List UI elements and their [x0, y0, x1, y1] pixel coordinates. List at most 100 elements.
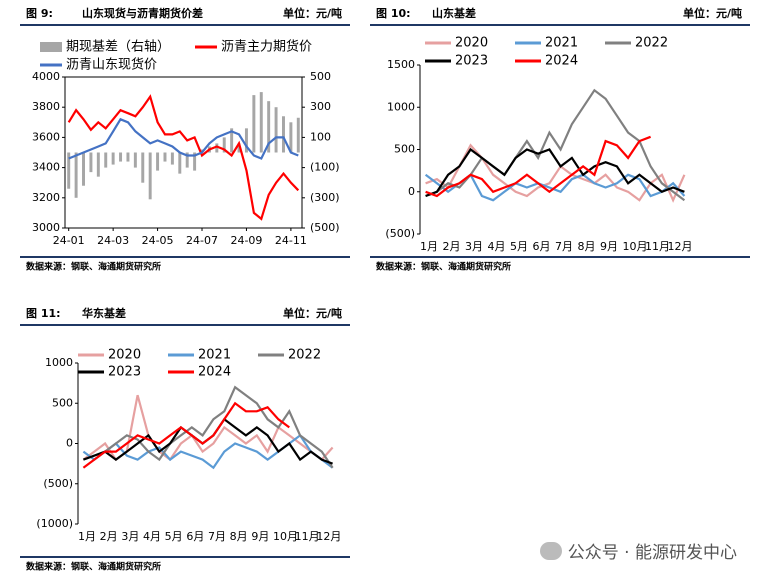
y-tick-label: 500 — [52, 396, 73, 409]
y-tick-label: (500) — [43, 477, 73, 490]
bar — [163, 152, 167, 162]
source-note: 数据来源：钢联、海通期货研究所 — [376, 261, 511, 273]
figure-title: 山东现货与沥青期货价差 — [82, 6, 203, 20]
x-tick-label: 6月 — [186, 530, 204, 543]
bar — [267, 101, 271, 153]
y-tick-label: 1000 — [387, 100, 415, 113]
bar — [141, 152, 145, 183]
x-tick-label: 9月 — [600, 240, 618, 253]
bar — [178, 152, 182, 174]
bar — [82, 152, 85, 186]
x-tick-label: 5月 — [165, 530, 183, 543]
bar — [126, 152, 130, 162]
bar — [215, 143, 219, 153]
bar — [222, 137, 226, 153]
y2-tick-label: 100 — [310, 130, 331, 143]
legend-label: 沥青山东现货价 — [66, 57, 157, 73]
wechat-icon — [539, 541, 562, 560]
bar — [193, 152, 197, 171]
y2-tick-label: (500) — [310, 221, 340, 234]
legend-label: 2024 — [198, 365, 231, 380]
legend-label: 2023 — [455, 54, 488, 69]
legend-label: 沥青主力期货价 — [221, 39, 312, 55]
x-tick-label: 1月 — [78, 530, 96, 543]
figure-label: 图 11: — [26, 307, 61, 320]
x-tick-label: 4月 — [143, 530, 161, 543]
bar — [104, 152, 108, 168]
bar — [74, 152, 78, 198]
x-tick-label: 8月 — [578, 240, 596, 253]
series-line — [425, 147, 685, 198]
y2-tick-label: (300) — [310, 191, 340, 204]
x-tick-label: 24-11 — [275, 234, 307, 247]
bar — [96, 152, 100, 177]
series-line — [82, 401, 290, 469]
x-tick-label: 12月 — [668, 240, 693, 253]
y-tick-label: 4000 — [32, 70, 60, 83]
y-tick-label: 3200 — [32, 191, 60, 204]
x-tick-label: 24-01 — [53, 234, 85, 247]
y-tick-label: (500) — [385, 227, 415, 240]
bar — [89, 152, 93, 173]
legend-label: 2021 — [545, 36, 578, 51]
unit-label: 单位：元/吨 — [283, 6, 342, 20]
x-tick-label: 3月 — [465, 240, 483, 253]
y-tick-label: (1000) — [36, 517, 73, 530]
y-tick-label: 3400 — [32, 161, 60, 174]
y-tick-label: 1500 — [387, 58, 415, 71]
series-line — [425, 135, 651, 198]
y-tick-label: 0 — [408, 185, 415, 198]
bar — [252, 95, 256, 153]
x-tick-label: 7月 — [208, 530, 226, 543]
bar — [133, 152, 137, 168]
bar — [156, 152, 160, 171]
x-tick-label: 10月 — [623, 240, 648, 253]
y2-tick-label: 300 — [310, 100, 331, 113]
bar — [67, 152, 71, 189]
x-tick-label: 6月 — [533, 240, 551, 253]
bar — [282, 116, 285, 153]
y-tick-label: 0 — [66, 437, 73, 450]
x-tick-label: 9月 — [251, 530, 269, 543]
x-tick-label: 5月 — [510, 240, 528, 253]
x-tick-label: 12月 — [316, 530, 341, 543]
y-tick-label: 1000 — [45, 356, 73, 369]
source-note: 数据来源：钢联、海通期货研究所 — [26, 261, 161, 273]
legend-label: 2022 — [288, 348, 321, 363]
legend-label: 2022 — [635, 36, 668, 51]
figure-label: 图 9: — [26, 7, 53, 20]
bar — [289, 122, 293, 153]
x-tick-label: 11月 — [645, 240, 670, 253]
bar — [296, 117, 300, 153]
y-tick-label: 3000 — [32, 221, 60, 234]
bar — [244, 128, 248, 153]
x-tick-label: 7月 — [555, 240, 573, 253]
figure-title: 山东基差 — [432, 6, 476, 20]
bar — [148, 152, 152, 200]
figure-label: 图 10: — [376, 7, 411, 20]
series-line — [425, 88, 686, 202]
legend-label: 2020 — [108, 348, 141, 363]
legend-label: 2023 — [108, 365, 141, 380]
bar — [111, 152, 115, 165]
figure-title: 华东基差 — [82, 306, 126, 320]
series-line — [67, 94, 300, 221]
y-tick-label: 500 — [394, 143, 415, 156]
bar — [119, 152, 123, 162]
bar — [170, 152, 174, 165]
x-tick-label: 10月 — [273, 530, 298, 543]
x-tick-label: 24-03 — [97, 234, 129, 247]
x-tick-label: 4月 — [488, 240, 506, 253]
unit-label: 单位：元/吨 — [683, 6, 742, 20]
legend-label: 2021 — [198, 348, 231, 363]
y2-tick-label: (100) — [310, 161, 340, 174]
legend-label: 2020 — [455, 36, 488, 51]
y-tick-label: 3600 — [32, 130, 60, 143]
legend-label: 期现基差（右轴） — [66, 40, 170, 55]
y2-tick-label: 500 — [310, 70, 331, 83]
legend-swatch — [40, 42, 62, 52]
series-line — [425, 143, 686, 203]
